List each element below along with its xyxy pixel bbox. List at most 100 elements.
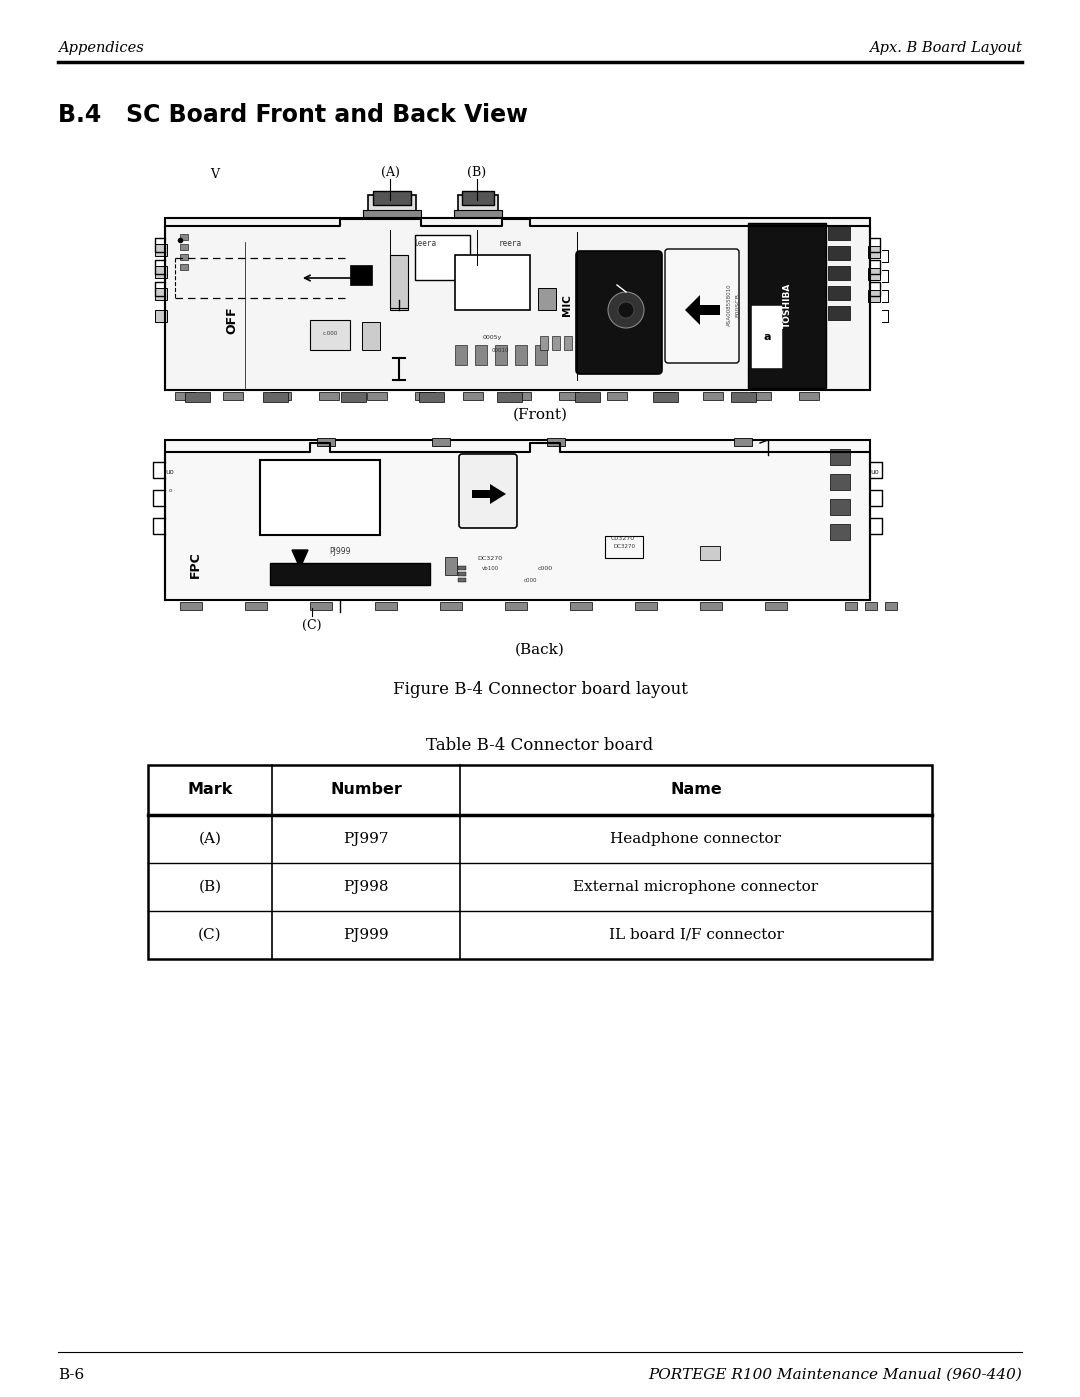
Bar xyxy=(765,602,787,610)
Text: c000: c000 xyxy=(523,578,537,583)
Bar xyxy=(264,393,288,402)
Bar xyxy=(703,393,723,400)
Bar xyxy=(828,286,850,300)
Bar xyxy=(415,393,435,400)
Text: o: o xyxy=(168,488,172,493)
Text: PJ998: PJ998 xyxy=(343,880,389,894)
Bar xyxy=(799,393,819,400)
Bar xyxy=(607,393,627,400)
Bar xyxy=(270,563,430,585)
FancyBboxPatch shape xyxy=(665,249,739,363)
Bar xyxy=(363,210,421,218)
Bar xyxy=(495,345,507,365)
Bar xyxy=(310,602,332,610)
Bar xyxy=(271,393,291,400)
Bar xyxy=(373,191,411,205)
Circle shape xyxy=(618,302,634,319)
Text: 0005y: 0005y xyxy=(483,335,501,341)
Bar xyxy=(865,602,877,610)
Text: c000: c000 xyxy=(538,566,553,571)
Bar xyxy=(831,499,850,515)
Bar xyxy=(180,244,188,250)
FancyBboxPatch shape xyxy=(576,251,662,374)
Bar xyxy=(868,268,880,279)
Text: TOSHIBA: TOSHIBA xyxy=(783,282,792,328)
Text: C03270: C03270 xyxy=(611,536,635,541)
Bar xyxy=(318,439,335,446)
Polygon shape xyxy=(685,295,720,326)
Bar xyxy=(828,265,850,279)
Bar xyxy=(868,291,880,302)
Bar xyxy=(415,235,470,279)
Polygon shape xyxy=(472,483,507,504)
Text: ASA008558010: ASA008558010 xyxy=(727,284,731,327)
Bar xyxy=(458,196,498,215)
Bar xyxy=(731,393,756,402)
Text: c.000: c.000 xyxy=(322,331,338,337)
Text: (Back): (Back) xyxy=(515,643,565,657)
Bar xyxy=(497,393,522,402)
Text: PJ999: PJ999 xyxy=(329,548,351,556)
Text: 00010: 00010 xyxy=(491,348,509,353)
Bar xyxy=(552,337,561,351)
Bar xyxy=(419,393,444,402)
Bar xyxy=(734,439,752,446)
Text: PORTEGE R100 Maintenance Manual (960-440): PORTEGE R100 Maintenance Manual (960-440… xyxy=(648,1368,1022,1382)
Text: uo: uo xyxy=(165,469,174,475)
Bar xyxy=(180,602,202,610)
Bar xyxy=(845,602,858,610)
Bar xyxy=(185,393,210,402)
Bar xyxy=(165,218,870,390)
Text: V: V xyxy=(211,169,219,182)
Text: Figure B-4 Connector board layout: Figure B-4 Connector board layout xyxy=(392,682,688,698)
Bar xyxy=(156,244,167,256)
Bar xyxy=(156,288,167,300)
Bar xyxy=(175,393,195,400)
Bar xyxy=(515,345,527,365)
Bar xyxy=(831,448,850,465)
Polygon shape xyxy=(292,550,308,569)
Bar xyxy=(440,602,462,610)
Text: Table B-4 Connector board: Table B-4 Connector board xyxy=(427,736,653,753)
Text: B-6: B-6 xyxy=(58,1368,84,1382)
Text: (A): (A) xyxy=(380,165,400,179)
Text: (A): (A) xyxy=(199,833,221,847)
Bar xyxy=(180,235,188,240)
Text: B.4   SC Board Front and Back View: B.4 SC Board Front and Back View xyxy=(58,103,528,127)
Text: (B): (B) xyxy=(199,880,221,894)
Bar xyxy=(463,393,483,400)
Text: PJ997: PJ997 xyxy=(343,833,389,847)
Text: uo: uo xyxy=(870,469,879,475)
Text: Headphone connector: Headphone connector xyxy=(610,833,782,847)
Bar xyxy=(458,578,465,583)
Bar xyxy=(605,536,643,557)
Bar xyxy=(319,393,339,400)
Bar xyxy=(654,393,675,400)
Bar xyxy=(222,393,243,400)
Bar xyxy=(748,224,826,388)
Text: vb100: vb100 xyxy=(482,566,499,571)
Text: (B): (B) xyxy=(468,165,487,179)
Bar xyxy=(831,474,850,490)
Bar xyxy=(828,246,850,260)
Bar xyxy=(455,256,530,310)
Bar xyxy=(575,393,600,402)
Bar xyxy=(368,196,416,215)
Bar xyxy=(751,393,771,400)
Bar xyxy=(148,766,932,958)
Text: Number: Number xyxy=(330,782,402,798)
Text: DC3270: DC3270 xyxy=(613,543,635,549)
Bar xyxy=(367,393,387,400)
Bar xyxy=(570,602,592,610)
Bar xyxy=(180,264,188,270)
Bar xyxy=(156,310,167,321)
Bar xyxy=(559,393,579,400)
Bar xyxy=(535,345,546,365)
Text: FPC: FPC xyxy=(189,552,202,578)
Bar xyxy=(653,393,678,402)
Bar xyxy=(828,226,850,240)
Bar xyxy=(511,393,531,400)
Circle shape xyxy=(608,292,644,328)
Bar xyxy=(165,440,870,599)
Bar xyxy=(180,254,188,260)
